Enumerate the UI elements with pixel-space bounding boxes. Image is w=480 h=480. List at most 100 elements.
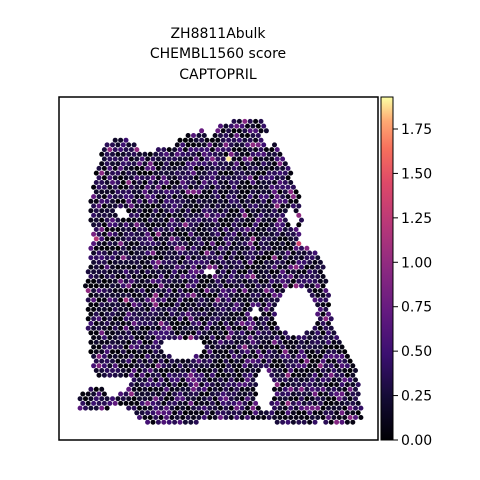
spot-point xyxy=(115,180,121,185)
spot-point xyxy=(255,245,261,251)
spot-point xyxy=(96,363,102,369)
spot-point xyxy=(220,156,226,162)
spot-point xyxy=(155,278,161,284)
spot-point xyxy=(250,321,256,326)
spot-point xyxy=(299,264,304,270)
spot-point xyxy=(196,396,202,402)
spot-point xyxy=(126,330,132,336)
spot-point xyxy=(323,344,329,350)
spot-point xyxy=(182,156,188,162)
spot-point xyxy=(261,302,267,308)
spot-point xyxy=(307,335,313,341)
spot-point xyxy=(290,335,296,341)
spot-point xyxy=(250,217,256,223)
spot-point xyxy=(128,269,134,275)
spot-point xyxy=(258,128,264,134)
spot-point xyxy=(126,302,132,308)
spot-point xyxy=(290,353,296,359)
spot-point xyxy=(185,161,191,167)
spot-point xyxy=(282,245,288,251)
spot-point xyxy=(285,353,291,359)
spot-point xyxy=(250,123,256,129)
spot-point xyxy=(309,405,315,411)
spot-point xyxy=(120,170,126,176)
spot-point xyxy=(326,339,331,345)
spot-point xyxy=(169,311,175,317)
spot-point xyxy=(266,358,272,364)
spot-point xyxy=(293,339,299,345)
spot-point xyxy=(147,255,153,261)
spot-point xyxy=(347,386,353,392)
spot-point xyxy=(180,292,186,298)
spot-point xyxy=(280,382,286,388)
spot-point xyxy=(126,358,132,364)
spot-point xyxy=(91,400,97,406)
spot-point xyxy=(209,306,215,312)
spot-point xyxy=(204,175,210,181)
spot-point xyxy=(315,255,321,261)
spot-point xyxy=(212,245,218,251)
spot-point xyxy=(161,419,167,425)
spot-point xyxy=(245,302,250,308)
spot-point xyxy=(123,372,129,378)
colorbar-tick-label: 0.75 xyxy=(401,300,432,316)
spot-point xyxy=(188,410,194,416)
spot-point xyxy=(218,180,223,185)
spot-point xyxy=(177,269,183,275)
spot-point xyxy=(258,344,264,350)
spot-point xyxy=(99,227,105,232)
spot-point xyxy=(234,227,240,232)
spot-point xyxy=(120,264,126,270)
spot-point xyxy=(255,142,261,148)
spot-point xyxy=(172,147,178,153)
spot-point xyxy=(236,156,242,162)
spot-point xyxy=(99,264,105,270)
spot-point xyxy=(182,335,188,341)
spot-point xyxy=(115,358,121,364)
spot-point xyxy=(258,165,264,171)
spot-point xyxy=(236,306,242,312)
spot-point xyxy=(280,222,286,228)
spot-point xyxy=(169,386,175,392)
spot-point xyxy=(220,137,226,143)
spot-point xyxy=(317,259,323,265)
spot-point xyxy=(104,368,110,373)
spot-point xyxy=(91,250,97,256)
spot-point xyxy=(209,259,215,265)
spot-point xyxy=(272,311,277,317)
spot-point xyxy=(107,147,113,153)
spot-point xyxy=(153,386,159,392)
spot-point xyxy=(250,255,256,261)
spot-point xyxy=(166,382,172,388)
spot-point xyxy=(245,161,250,167)
spot-point xyxy=(126,349,132,355)
spot-point xyxy=(188,231,194,237)
spot-point xyxy=(247,147,253,153)
spot-point xyxy=(182,400,188,406)
spot-point xyxy=(145,382,151,388)
spot-point xyxy=(253,250,259,256)
spot-point xyxy=(253,363,259,369)
spot-point xyxy=(155,165,161,171)
spot-point xyxy=(293,255,299,261)
spot-point xyxy=(137,339,142,345)
spot-point xyxy=(153,255,159,261)
spot-point xyxy=(161,175,167,181)
spot-point xyxy=(85,325,91,331)
spot-point xyxy=(242,222,248,228)
spot-point xyxy=(282,217,288,223)
spot-point xyxy=(282,396,288,402)
spot-point xyxy=(177,184,183,190)
spot-point xyxy=(263,147,269,153)
spot-point xyxy=(263,278,269,284)
spot-point xyxy=(161,391,167,397)
spot-point xyxy=(258,212,264,218)
spot-point xyxy=(258,241,264,247)
spot-point xyxy=(199,259,205,265)
spot-point xyxy=(153,330,159,336)
spot-point xyxy=(80,391,86,397)
spot-point xyxy=(204,231,210,237)
spot-point xyxy=(201,396,207,402)
spot-point xyxy=(236,269,242,275)
spot-point xyxy=(134,335,140,341)
